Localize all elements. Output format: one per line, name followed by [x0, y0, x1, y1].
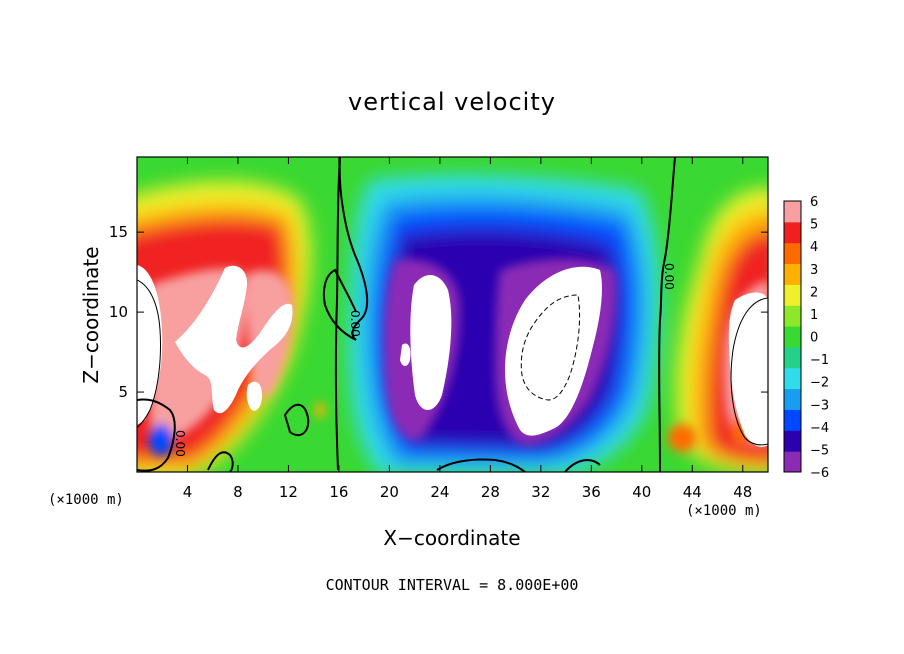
x-tick-label: 36	[582, 483, 601, 501]
x-tick-label: 40	[632, 483, 651, 501]
y-tick-label: 15	[109, 223, 128, 241]
contour-labels: 0.00 0.00 0.00	[173, 263, 676, 457]
colorbar-swatch	[784, 409, 801, 431]
colorbar-tick-label: −6	[810, 466, 829, 481]
colorbar-swatch	[784, 201, 801, 223]
zero-contours	[137, 157, 676, 472]
heatmap-field	[137, 157, 768, 472]
x-tick-label: 44	[683, 483, 702, 501]
y-axis: 5 10 15	[109, 223, 768, 401]
x-tick-label: 20	[380, 483, 399, 501]
colorbar-swatch	[784, 451, 801, 473]
colorbar-tick-label: 2	[810, 285, 818, 300]
colorbar-tick-label: −5	[810, 443, 829, 458]
colorbar-tick-label: −2	[810, 376, 829, 391]
negative-contour	[520, 294, 581, 401]
x-axis: 4 8 12 16 20 24 28 32 36 40 44 48	[183, 157, 752, 501]
y-tick-label: 10	[109, 303, 128, 321]
colorbar-swatch	[784, 221, 801, 244]
x-axis-title: X−coordinate	[383, 526, 521, 550]
contour-label: 0.00	[348, 310, 362, 337]
contour-label: 0.00	[173, 430, 187, 457]
x-tick-label: 48	[733, 483, 752, 501]
y-tick-label: 5	[118, 383, 128, 401]
colorbar-frame	[783, 200, 802, 473]
colorbar-tick-label: 3	[810, 263, 818, 278]
x-tick-label: 16	[329, 483, 348, 501]
colorbar-swatch	[784, 284, 801, 306]
colorbar-tick-label: 4	[810, 240, 818, 255]
x-tick-label: 4	[183, 483, 193, 501]
colorbar-swatch	[784, 388, 801, 410]
y-axis-title: Z−coordinate	[79, 246, 103, 384]
colorbar-swatch	[784, 326, 801, 348]
plot-frame	[136, 156, 769, 473]
colorbar-tick-label: −4	[810, 421, 829, 436]
x-tick-label: 12	[279, 483, 298, 501]
x-unit-label-left: (×1000 m)	[48, 492, 124, 508]
colorbar-tick-label: 1	[810, 308, 818, 323]
x-unit-label-right: (×1000 m)	[686, 503, 762, 519]
colorbar: 6 5 4 3 2 1 0 −1 −2 −3 −4 −5 −6	[783, 195, 829, 481]
x-tick-label: 24	[430, 483, 449, 501]
colorbar-tick-label: −1	[810, 353, 829, 368]
colorbar-tick-label: 0	[810, 331, 818, 346]
chart-title: vertical velocity	[348, 88, 556, 116]
thin-contours	[137, 279, 768, 446]
colorbar-swatch	[784, 305, 801, 327]
colorbar-swatch	[784, 242, 801, 265]
colorbar-tick-label: 5	[810, 218, 818, 233]
colorbar-swatch	[784, 346, 801, 369]
colorbar-swatch	[784, 263, 801, 285]
colorbar-tick-label: −3	[810, 398, 829, 413]
contour-interval-note: CONTOUR INTERVAL = 8.000E+00	[325, 576, 579, 594]
x-tick-label: 28	[481, 483, 500, 501]
contour-label: 0.00	[662, 263, 676, 290]
x-tick-label: 8	[233, 483, 243, 501]
colorbar-swatch	[784, 367, 801, 390]
x-tick-label: 32	[531, 483, 550, 501]
colorbar-tick-label: 6	[810, 195, 818, 210]
colorbar-swatch	[784, 430, 801, 452]
